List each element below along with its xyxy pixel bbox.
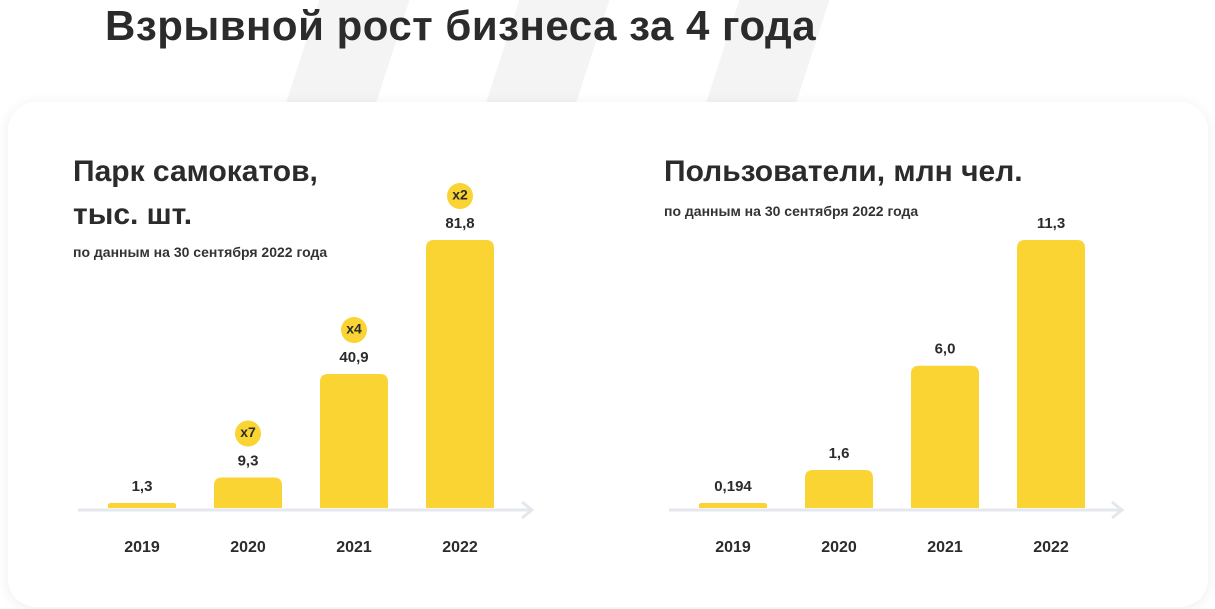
growth-badge <box>235 420 261 447</box>
x-tick-label: 2020 <box>230 539 266 556</box>
bar <box>426 240 494 508</box>
x-tick-label: 2021 <box>927 539 963 556</box>
growth-label: x2 <box>452 187 468 203</box>
value-label: 1,3 <box>132 478 153 495</box>
bar <box>699 503 767 508</box>
growth-badge <box>447 183 473 209</box>
x-tick-label: 2021 <box>336 539 372 556</box>
x-tick-label: 2020 <box>821 539 857 556</box>
bar <box>214 477 282 508</box>
growth-label: x7 <box>240 424 256 440</box>
axis-arrow <box>1111 500 1125 520</box>
value-label: 0,194 <box>714 478 752 495</box>
x-tick-label: 2022 <box>1033 539 1069 556</box>
value-label: 40,9 <box>339 349 368 366</box>
chart-title: Пользователи, млн чел. <box>664 155 1023 188</box>
x-tick-label: 2019 <box>124 539 160 556</box>
value-label: 6,0 <box>935 341 956 358</box>
chart-subtitle: по данным на 30 сентября 2022 года <box>73 244 328 260</box>
value-label: 9,3 <box>238 452 259 469</box>
growth-label: x4 <box>346 321 362 337</box>
chart-title: Парк самокатов, тыс. шт. <box>73 155 318 231</box>
chart-subtitle: по данным на 30 сентября 2022 года <box>664 203 919 219</box>
page-title: Взрывной рост бизнеса за 4 года <box>105 2 817 49</box>
axis-arrow <box>521 500 535 520</box>
growth-badge <box>341 317 367 343</box>
x-tick-label: 2022 <box>442 539 478 556</box>
value-label: 11,3 <box>1037 215 1065 232</box>
bar <box>320 374 388 508</box>
bar <box>911 365 979 508</box>
bar <box>108 503 176 508</box>
x-tick-label: 2019 <box>715 539 751 556</box>
bar <box>805 470 873 508</box>
value-label: 1,6 <box>829 445 850 462</box>
bar <box>1017 240 1085 508</box>
card <box>8 102 1208 607</box>
value-label: 81,8 <box>445 215 474 232</box>
